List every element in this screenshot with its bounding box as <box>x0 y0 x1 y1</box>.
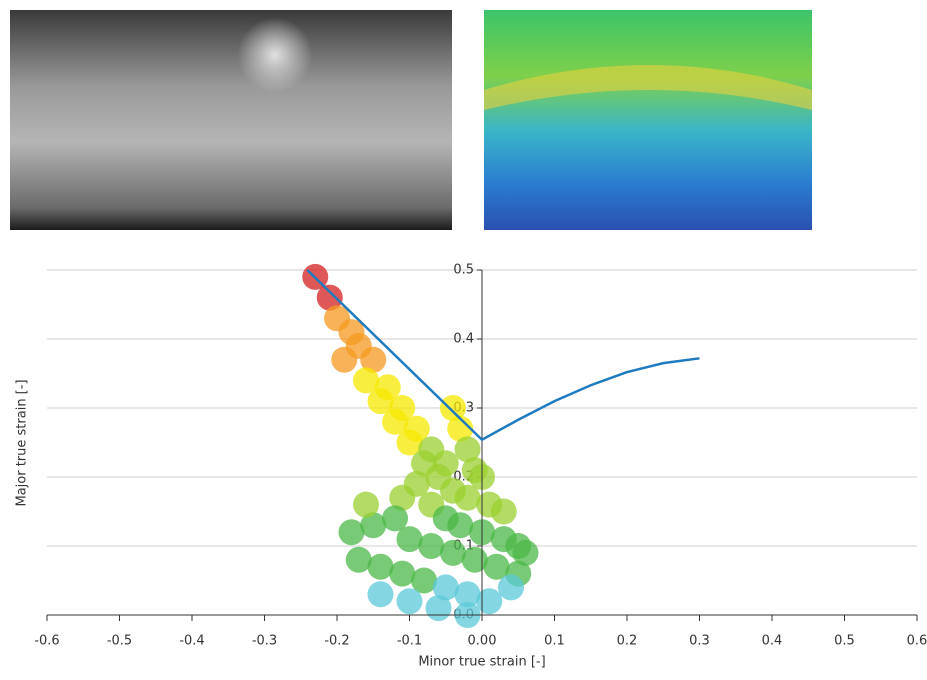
x-tick-label: 0.4 <box>762 634 783 649</box>
strain-point <box>411 567 437 594</box>
strain-point <box>367 553 394 580</box>
strain-point <box>454 581 481 608</box>
strain-point <box>425 595 452 622</box>
x-tick-label: 0.2 <box>617 634 638 649</box>
strain-point <box>338 519 365 546</box>
strain-point <box>396 429 423 456</box>
x-tick-label: -0.6 <box>34 634 59 649</box>
strain-point <box>483 553 510 580</box>
x-tick-label: 0.1 <box>544 634 565 649</box>
strain-point <box>360 346 387 373</box>
strain-point <box>447 415 474 442</box>
strain-point <box>440 539 466 566</box>
strain-point <box>353 491 379 518</box>
x-tick-label: 0.3 <box>689 634 710 649</box>
x-tick-label: -0.4 <box>179 634 204 649</box>
x-tick-label: -0.3 <box>252 634 277 649</box>
strain-point <box>360 512 387 539</box>
x-tick-label: 0.5 <box>834 634 855 649</box>
strain-point <box>389 560 416 587</box>
strain-point <box>367 581 394 608</box>
strain-map <box>484 10 812 230</box>
strain-point <box>331 346 358 373</box>
x-tick-label: -0.2 <box>324 634 349 649</box>
strain-point <box>440 395 466 421</box>
x-tick-label: -0.1 <box>397 634 422 649</box>
forming-limit-curve <box>306 269 700 442</box>
strain-point <box>461 546 488 573</box>
x-axis-label: Minor true strain [-] <box>418 655 545 670</box>
strain-point <box>447 512 474 539</box>
strain-point <box>476 588 503 615</box>
strain-point <box>396 588 423 615</box>
y-tick-label: 0.5 <box>453 263 474 278</box>
strain-point <box>432 574 459 601</box>
strain-point <box>490 498 517 525</box>
strain-point <box>316 284 343 311</box>
strain-point <box>345 546 372 573</box>
x-tick-label: 0.00 <box>468 634 497 649</box>
strain-point <box>389 484 416 511</box>
strain-point <box>353 367 379 394</box>
strain-band <box>484 65 812 110</box>
y-axis-label: Major true strain [-] <box>15 379 30 506</box>
strain-point <box>498 574 524 601</box>
strain-point <box>396 526 423 553</box>
strain-point <box>512 539 539 566</box>
strain-point <box>418 533 445 559</box>
strain-point <box>367 388 394 415</box>
x-tick-label: -0.5 <box>107 634 132 649</box>
strain-point <box>454 484 481 511</box>
strain-point <box>454 436 481 463</box>
strain-point <box>382 408 408 435</box>
strain-point <box>382 505 408 532</box>
photo-highlight <box>200 10 350 160</box>
y-tick-label: 0.4 <box>453 332 474 347</box>
x-tick-label: 0.6 <box>907 634 927 649</box>
